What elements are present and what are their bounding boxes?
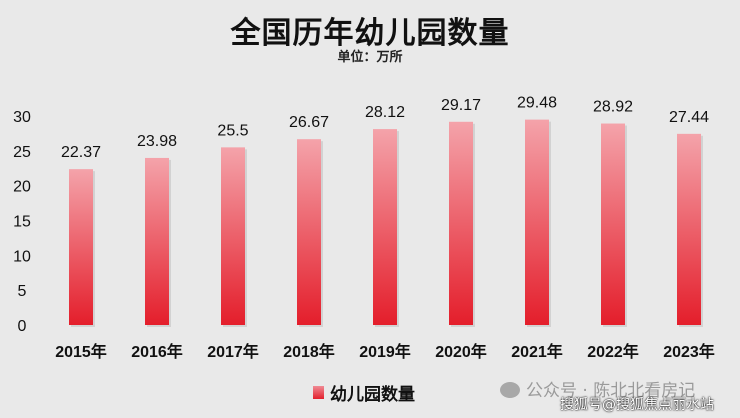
bar	[601, 123, 625, 325]
data-label: 26.67	[289, 114, 329, 131]
chart-title: 全国历年幼儿园数量	[230, 16, 510, 51]
data-label: 27.44	[669, 109, 709, 126]
x-tick-label: 2020年	[435, 342, 487, 361]
legend-swatch	[313, 386, 324, 399]
x-tick-label: 2023年	[663, 342, 715, 361]
y-tick-label: 5	[18, 283, 27, 300]
bar	[525, 119, 549, 325]
y-tick-label: 15	[13, 214, 31, 231]
wechat-watermark: 公众号 · 陈北北看房记	[500, 376, 695, 401]
data-label: 25.5	[217, 122, 248, 139]
wechat-icon	[500, 382, 520, 398]
x-tick-label: 2021年	[511, 342, 563, 361]
data-label: 28.92	[593, 99, 633, 116]
legend: 幼儿园数量	[313, 380, 415, 405]
bar	[373, 129, 397, 325]
y-tick-label: 0	[18, 318, 27, 335]
bar	[145, 157, 169, 325]
x-tick-label: 2016年	[131, 342, 183, 361]
bar	[449, 121, 473, 325]
legend-label: 幼儿园数量	[330, 385, 415, 405]
data-label: 23.98	[137, 133, 177, 150]
chart-subtitle: 单位：万所	[337, 50, 403, 65]
x-tick-label: 2022年	[587, 342, 639, 361]
bar	[297, 139, 321, 325]
bar	[677, 133, 701, 325]
wechat-watermark-text: 公众号 · 陈北北看房记	[526, 381, 696, 401]
y-tick-label: 10	[13, 248, 31, 265]
data-label: 29.17	[441, 97, 481, 114]
bar	[221, 147, 245, 325]
x-tick-label: 2017年	[207, 342, 259, 361]
x-tick-label: 2019年	[359, 342, 411, 361]
data-label: 22.37	[61, 144, 101, 161]
x-tick-label: 2018年	[283, 342, 335, 361]
y-tick-label: 30	[13, 109, 31, 126]
bar	[69, 169, 93, 325]
x-tick-label: 2015年	[55, 342, 107, 361]
y-tick-label: 25	[13, 144, 31, 161]
data-label: 29.48	[517, 95, 557, 112]
sohu-watermark: 搜狐号@搜狐焦点丽水站	[560, 397, 714, 413]
y-tick-label: 20	[13, 179, 31, 196]
data-label: 28.12	[365, 104, 405, 121]
